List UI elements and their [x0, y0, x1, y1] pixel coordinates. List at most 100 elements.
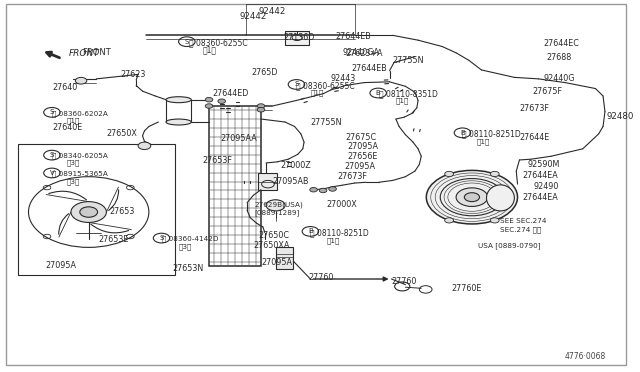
Text: 27653N: 27653N	[172, 264, 204, 273]
Text: 27675F: 27675F	[532, 87, 562, 96]
Ellipse shape	[166, 97, 191, 103]
Text: Ⓢ 08360-4142D: Ⓢ 08360-4142D	[161, 235, 218, 242]
Text: S: S	[294, 81, 299, 87]
Text: （1）: （1）	[67, 118, 80, 124]
Text: 27673F: 27673F	[520, 104, 549, 113]
Text: 27650X: 27650X	[106, 129, 138, 138]
Circle shape	[445, 218, 454, 223]
Text: 27095A: 27095A	[261, 258, 292, 267]
Text: 92480: 92480	[607, 112, 634, 121]
Text: 27095AA: 27095AA	[220, 134, 257, 143]
Circle shape	[218, 99, 225, 103]
Text: 27653F: 27653F	[203, 156, 232, 165]
Text: Ⓢ 08340-6205A: Ⓢ 08340-6205A	[52, 152, 108, 159]
Text: 92442: 92442	[239, 12, 267, 21]
Circle shape	[71, 202, 106, 222]
Text: S: S	[50, 109, 54, 115]
Text: FRONT: FRONT	[68, 49, 99, 58]
Text: 92442: 92442	[259, 7, 286, 16]
Text: Ⓢ 08360-6202A: Ⓢ 08360-6202A	[52, 110, 108, 117]
Text: 27644ED: 27644ED	[212, 89, 248, 98]
Circle shape	[329, 187, 337, 191]
Text: 27650XA: 27650XA	[253, 241, 290, 250]
Circle shape	[80, 207, 97, 217]
Text: （1）: （1）	[310, 90, 324, 96]
Text: 27755N: 27755N	[310, 118, 342, 127]
Text: 92590M: 92590M	[527, 160, 559, 169]
Circle shape	[138, 142, 151, 150]
Text: 27673F: 27673F	[338, 172, 367, 181]
Text: S: S	[159, 235, 164, 241]
Bar	[259, 173, 278, 190]
Text: 92440GA: 92440GA	[342, 48, 379, 57]
Text: （1）: （1）	[326, 238, 340, 244]
Text: 27644EB: 27644EB	[336, 32, 371, 41]
Text: （1）: （1）	[396, 98, 410, 105]
Circle shape	[266, 200, 285, 211]
Text: 27644EA: 27644EA	[523, 171, 558, 180]
Text: 27760: 27760	[392, 278, 417, 286]
Text: USA [0889-0790]: USA [0889-0790]	[478, 242, 541, 249]
Text: 27644EB: 27644EB	[351, 64, 387, 73]
Text: 27095A: 27095A	[45, 262, 77, 270]
Text: S: S	[50, 152, 54, 158]
Text: 27688: 27688	[546, 53, 572, 62]
Text: （1）: （1）	[203, 45, 217, 54]
Text: 27755N: 27755N	[393, 56, 424, 65]
Text: 27650C: 27650C	[259, 231, 289, 240]
Text: （1）: （1）	[476, 138, 490, 145]
Text: V: V	[49, 170, 54, 176]
Circle shape	[456, 188, 488, 206]
Text: 92440G: 92440G	[543, 74, 575, 83]
Bar	[276, 247, 293, 269]
Text: 27640: 27640	[52, 83, 77, 92]
Text: Ⓢ 08360-6255C: Ⓢ 08360-6255C	[189, 38, 248, 47]
Text: Ⓢ 08360-6255C: Ⓢ 08360-6255C	[296, 81, 355, 90]
Text: （3）: （3）	[67, 178, 80, 185]
Text: 27656E: 27656E	[347, 153, 378, 161]
Text: 92443: 92443	[331, 74, 356, 83]
Text: 27644EA: 27644EA	[523, 193, 558, 202]
Circle shape	[490, 171, 499, 177]
Circle shape	[205, 104, 213, 108]
Text: FRONT: FRONT	[83, 48, 111, 57]
Bar	[285, 31, 309, 45]
Text: 92490: 92490	[533, 182, 559, 191]
Text: 27653: 27653	[109, 207, 134, 216]
Text: 27644E: 27644E	[520, 133, 550, 142]
Text: 27623+A: 27623+A	[345, 49, 383, 58]
Text: 27095AB: 27095AB	[273, 177, 309, 186]
Text: （3）: （3）	[67, 160, 80, 166]
Text: Ⓑ 08110-8251D: Ⓑ 08110-8251D	[463, 129, 521, 138]
Circle shape	[490, 218, 499, 223]
Text: 27675C: 27675C	[345, 133, 376, 142]
Text: 2765D: 2765D	[252, 68, 278, 77]
Circle shape	[319, 188, 327, 193]
Text: 27095A: 27095A	[347, 142, 378, 151]
Circle shape	[257, 108, 265, 112]
Text: B: B	[308, 228, 313, 234]
Text: 27623: 27623	[120, 70, 146, 79]
Circle shape	[465, 193, 479, 202]
Text: B: B	[460, 130, 465, 136]
Text: S: S	[185, 39, 189, 45]
Circle shape	[205, 97, 213, 102]
Text: 27760: 27760	[308, 273, 334, 282]
Text: Ⓑ 08110-8251D: Ⓑ 08110-8251D	[310, 228, 369, 237]
Text: 27000X: 27000X	[326, 200, 357, 209]
Ellipse shape	[486, 185, 515, 211]
Text: 27760E: 27760E	[451, 284, 481, 293]
Ellipse shape	[166, 119, 191, 125]
Text: 27000Z: 27000Z	[280, 161, 311, 170]
Text: SEC.274 参照: SEC.274 参照	[500, 227, 542, 233]
Circle shape	[445, 171, 454, 177]
Circle shape	[76, 77, 87, 84]
Text: Ⓑ 08110-8351D: Ⓑ 08110-8351D	[379, 89, 438, 98]
Bar	[209, 106, 261, 266]
Text: 27629B(USA): 27629B(USA)	[255, 201, 303, 208]
Text: 27640E: 27640E	[52, 123, 82, 132]
Text: 4776·0068: 4776·0068	[565, 352, 606, 361]
Bar	[18, 144, 175, 275]
Circle shape	[426, 170, 518, 224]
Text: SEE SEC.274: SEE SEC.274	[500, 218, 547, 224]
